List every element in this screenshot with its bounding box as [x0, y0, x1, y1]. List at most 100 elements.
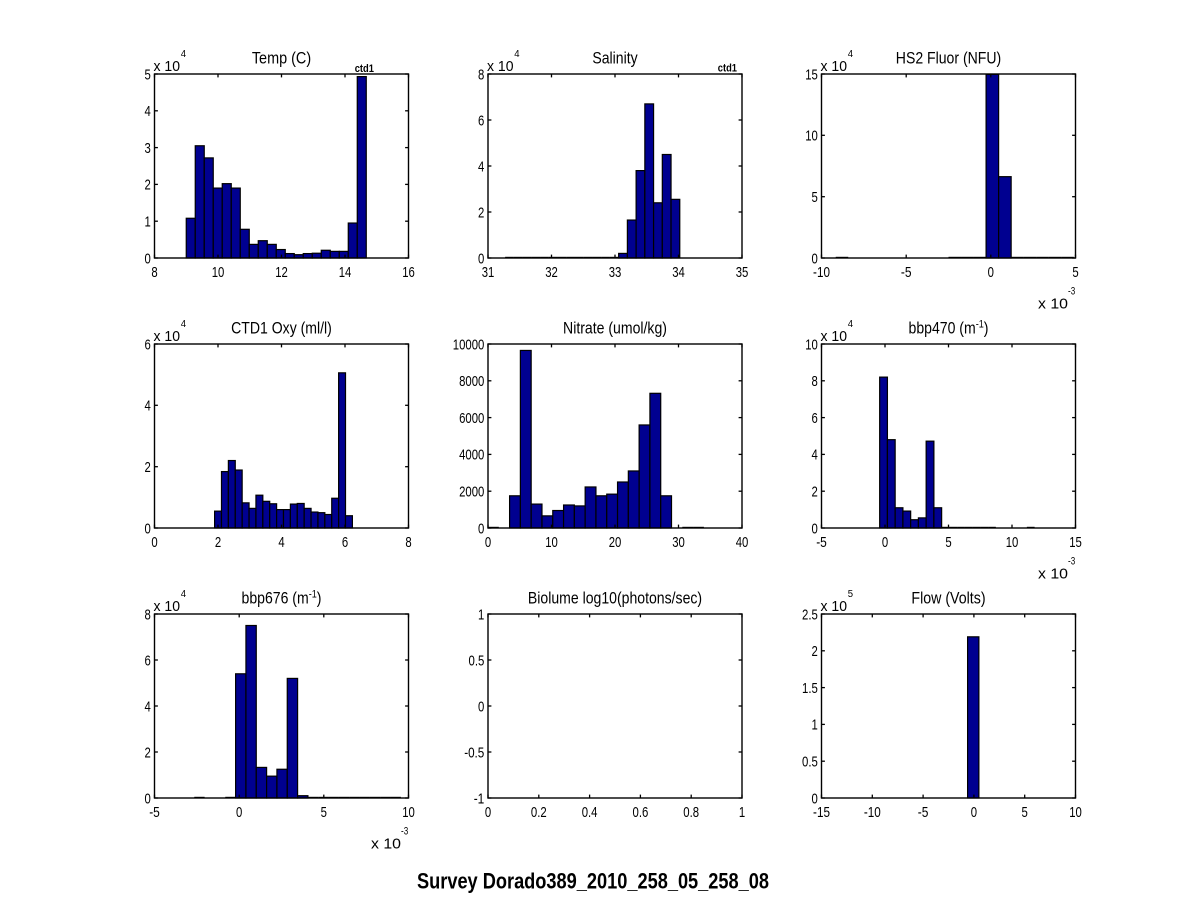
svg-text:2: 2: [812, 643, 818, 660]
svg-text:8: 8: [812, 373, 818, 390]
svg-text:8: 8: [145, 606, 151, 623]
svg-text:x 10: x 10: [821, 598, 848, 615]
svg-text:2.5: 2.5: [802, 606, 818, 623]
svg-text:0: 0: [145, 520, 151, 537]
svg-text:8000: 8000: [459, 373, 484, 390]
svg-text:ctd1: ctd1: [718, 63, 737, 75]
svg-text:x 10: x 10: [821, 58, 848, 75]
svg-text:32: 32: [545, 264, 558, 281]
svg-text:5: 5: [812, 189, 818, 206]
svg-text:0.5: 0.5: [469, 652, 485, 669]
svg-text:1: 1: [145, 214, 151, 231]
svg-text:5: 5: [1022, 804, 1028, 821]
svg-text:0: 0: [145, 250, 151, 267]
svg-text:-5: -5: [901, 264, 912, 281]
svg-text:0.2: 0.2: [531, 804, 547, 821]
svg-text:5: 5: [945, 534, 951, 551]
svg-text:10: 10: [1069, 804, 1082, 821]
svg-text:2: 2: [145, 744, 151, 761]
svg-text:0.4: 0.4: [582, 804, 598, 821]
svg-text:4: 4: [848, 319, 854, 330]
svg-text:30: 30: [672, 534, 685, 551]
svg-text:10: 10: [545, 534, 558, 551]
svg-text:20: 20: [609, 534, 622, 551]
svg-text:2000: 2000: [459, 484, 484, 501]
svg-text:-0.5: -0.5: [464, 744, 484, 761]
svg-text:bbp676 (m: bbp676 (m: [242, 589, 309, 608]
svg-text:8: 8: [478, 66, 484, 83]
svg-text:4000: 4000: [459, 447, 484, 464]
svg-text:6: 6: [478, 112, 484, 129]
svg-text:x 10: x 10: [154, 598, 181, 615]
svg-text:0: 0: [812, 520, 818, 537]
svg-text:6: 6: [342, 534, 348, 551]
svg-text:6000: 6000: [459, 410, 484, 427]
svg-text:-3: -3: [1068, 556, 1075, 568]
svg-text:5: 5: [848, 589, 854, 600]
svg-text:-1: -1: [309, 589, 317, 601]
svg-text:8: 8: [405, 534, 411, 551]
svg-text:15: 15: [805, 66, 818, 83]
svg-text:-10: -10: [864, 804, 881, 821]
svg-text:0.8: 0.8: [683, 804, 699, 821]
svg-text:): ): [984, 319, 989, 338]
svg-text:Salinity: Salinity: [592, 49, 638, 68]
svg-text:0: 0: [478, 698, 484, 715]
svg-text:-5: -5: [149, 804, 160, 821]
svg-text:0.5: 0.5: [802, 754, 818, 771]
svg-text:-3: -3: [401, 826, 408, 838]
svg-text:3: 3: [145, 140, 151, 157]
svg-text:14: 14: [339, 264, 352, 281]
svg-text:0: 0: [988, 264, 994, 281]
svg-text:Nitrate (umol/kg): Nitrate (umol/kg): [563, 319, 667, 338]
svg-text:0: 0: [485, 534, 491, 551]
svg-text:4: 4: [812, 447, 818, 464]
svg-text:Temp (C): Temp (C): [252, 49, 311, 68]
svg-text:0: 0: [485, 804, 491, 821]
svg-text:5: 5: [321, 804, 327, 821]
svg-text:1: 1: [739, 804, 745, 821]
svg-text:-5: -5: [918, 804, 929, 821]
svg-text:-1: -1: [976, 319, 984, 331]
svg-text:4: 4: [848, 49, 854, 60]
svg-text:16: 16: [402, 264, 415, 281]
svg-text:15: 15: [1069, 534, 1082, 551]
svg-text:10: 10: [805, 336, 818, 353]
svg-text:1: 1: [478, 606, 484, 623]
svg-text:ctd1: ctd1: [355, 63, 374, 75]
svg-text:Flow (Volts): Flow (Volts): [911, 589, 985, 608]
svg-text:31: 31: [482, 264, 495, 281]
svg-text:bbp470 (m: bbp470 (m: [909, 319, 976, 338]
svg-text:2: 2: [145, 177, 151, 194]
svg-text:0: 0: [145, 790, 151, 807]
svg-text:-5: -5: [816, 534, 827, 551]
svg-text:2: 2: [145, 459, 151, 476]
svg-text:x 10: x 10: [154, 58, 181, 75]
svg-text:2: 2: [215, 534, 221, 551]
svg-text:2: 2: [478, 204, 484, 221]
svg-text:2: 2: [812, 484, 818, 501]
svg-text:1.5: 1.5: [802, 680, 818, 697]
svg-text:0: 0: [971, 804, 977, 821]
svg-text:8: 8: [151, 264, 157, 281]
svg-text:4: 4: [145, 103, 151, 120]
svg-text:0: 0: [151, 534, 157, 551]
svg-text:0: 0: [812, 250, 818, 267]
svg-text:x 10: x 10: [154, 328, 181, 345]
svg-text:-10: -10: [813, 264, 830, 281]
svg-text:Biolume log10(photons/sec): Biolume log10(photons/sec): [528, 589, 702, 608]
svg-text:0: 0: [882, 534, 888, 551]
svg-text:6: 6: [812, 410, 818, 427]
svg-text:10: 10: [402, 804, 415, 821]
svg-text:10000: 10000: [453, 336, 485, 353]
svg-text:-1: -1: [474, 790, 485, 807]
svg-text:6: 6: [145, 652, 151, 669]
svg-text:4: 4: [181, 589, 187, 600]
svg-text:x 10: x 10: [1038, 566, 1068, 583]
svg-text:40: 40: [736, 534, 749, 551]
svg-text:4: 4: [514, 49, 520, 60]
svg-text:HS2 Fluor (NFU): HS2 Fluor (NFU): [896, 49, 1001, 68]
svg-text:x 10: x 10: [821, 328, 848, 345]
svg-text:x 10: x 10: [371, 836, 401, 853]
svg-text:x 10: x 10: [1038, 296, 1068, 313]
